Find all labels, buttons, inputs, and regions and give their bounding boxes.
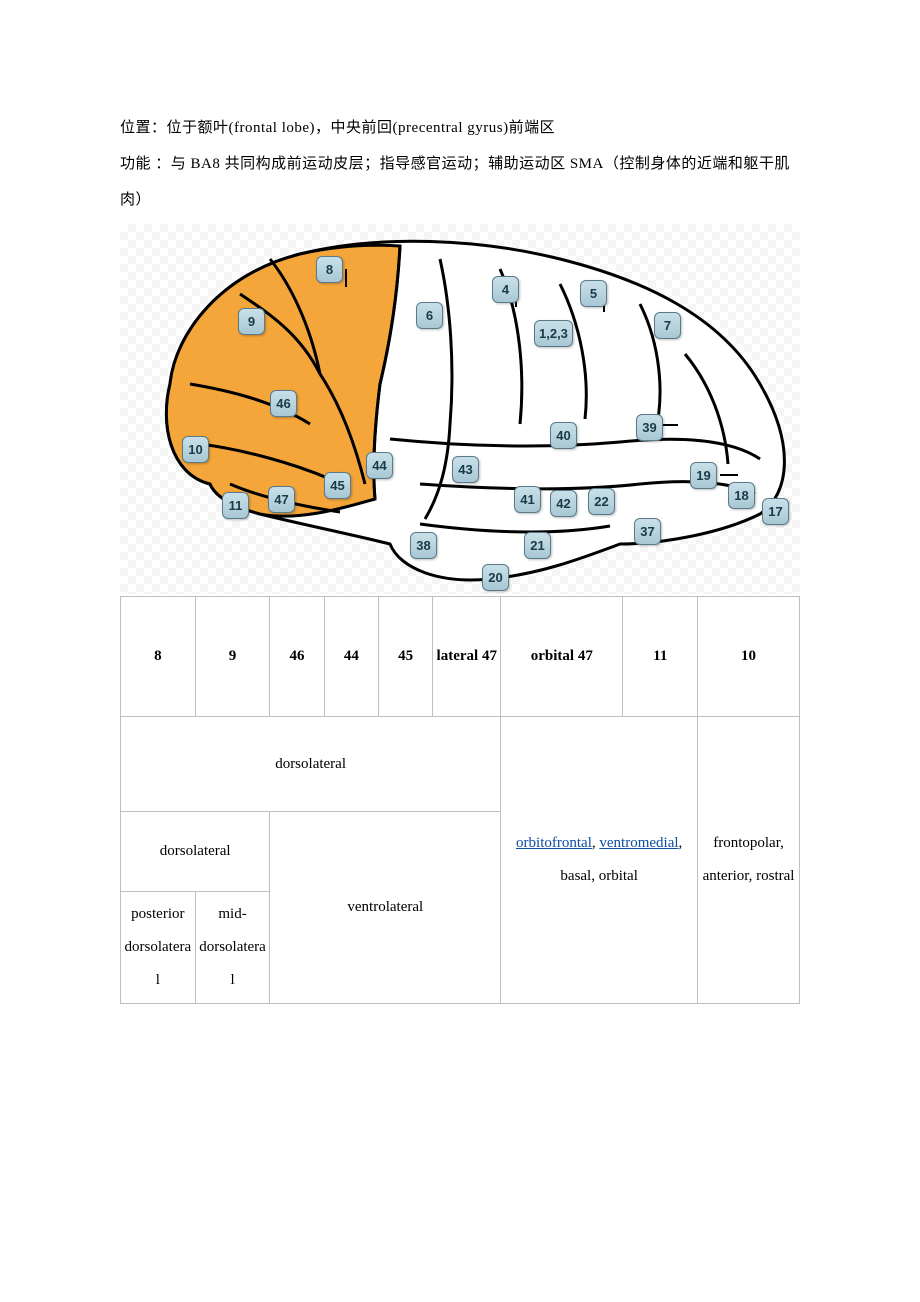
cell-mid-dorsolateral: mid-dorsolateral <box>195 892 270 1004</box>
brodmann-area-4: 4 <box>492 276 519 303</box>
link-orbitofrontal[interactable]: orbitofrontal <box>516 835 592 851</box>
brain-svg <box>120 224 800 594</box>
brodmann-area-17: 17 <box>762 498 789 525</box>
brodmann-area-39: 39 <box>636 414 663 441</box>
cell-frontopolar: frontopolar, anterior, rostral <box>698 717 800 1004</box>
cell-posterior-dorsolateral: posterior dorsolateral <box>121 892 196 1004</box>
brodmann-area-6: 6 <box>416 302 443 329</box>
col-44: 44 <box>324 597 378 717</box>
link-ventromedial[interactable]: ventromedial <box>599 835 678 851</box>
brodmann-area-19: 19 <box>690 462 717 489</box>
col-46: 46 <box>270 597 324 717</box>
brodmann-area-20: 20 <box>482 564 509 591</box>
brodmann-area-43: 43 <box>452 456 479 483</box>
col-lateral47: lateral 47 <box>433 597 501 717</box>
brodmann-area-41: 41 <box>514 486 541 513</box>
brodmann-area-44: 44 <box>366 452 393 479</box>
brodmann-area-45: 45 <box>324 472 351 499</box>
cell-orbitofrontal: orbitofrontal, ventromedial, basal, orbi… <box>501 717 698 1004</box>
table-row: dorsolateral orbitofrontal, ventromedial… <box>121 717 800 812</box>
document-page: 位置：位于额叶(frontal lobe)，中央前回(precentral gy… <box>0 0 920 1064</box>
brodmann-area-7: 7 <box>654 312 681 339</box>
brodmann-area-5: 5 <box>580 280 607 307</box>
brodmann-area-38: 38 <box>410 532 437 559</box>
cell-dorsolateral-2: dorsolateral <box>121 812 270 892</box>
brodmann-area-47: 47 <box>268 486 295 513</box>
leader-line <box>720 474 738 476</box>
col-8: 8 <box>121 597 196 717</box>
brodmann-area-22: 22 <box>588 488 615 515</box>
leader-line <box>345 269 347 287</box>
brodmann-area-21: 21 <box>524 532 551 559</box>
brodmann-area-9: 9 <box>238 308 265 335</box>
table-header-row: 8 9 46 44 45 lateral 47 orbital 47 11 10 <box>121 597 800 717</box>
brain-diagram: 8 9 46 10 11 47 45 44 6 4 1,2,3 5 7 43 40 41 42 22 39 21 37 1… <box>120 224 800 594</box>
col-45: 45 <box>379 597 433 717</box>
brodmann-area-1,2,3: 1,2,3 <box>534 320 573 347</box>
col-10: 10 <box>698 597 800 717</box>
cell-ventrolateral: ventrolateral <box>270 812 501 1004</box>
brodmann-area-18: 18 <box>728 482 755 509</box>
brodmann-area-10: 10 <box>182 436 209 463</box>
col-orbital47: orbital 47 <box>501 597 623 717</box>
brodmann-area-46: 46 <box>270 390 297 417</box>
location-text: 位置：位于额叶(frontal lobe)，中央前回(precentral gy… <box>120 110 800 146</box>
brodmann-area-37: 37 <box>634 518 661 545</box>
brodmann-area-8: 8 <box>316 256 343 283</box>
function-text: 功能 ：与 BA8 共同构成前运动皮层；指导感官运动；辅助运动区 SMA（控制身… <box>120 146 800 218</box>
cell-dorsolateral-wide: dorsolateral <box>121 717 501 812</box>
brodmann-area-42: 42 <box>550 490 577 517</box>
col-11: 11 <box>623 597 698 717</box>
brodmann-area-11: 11 <box>222 492 249 519</box>
brodmann-area-40: 40 <box>550 422 577 449</box>
col-9: 9 <box>195 597 270 717</box>
prefrontal-table: 8 9 46 44 45 lateral 47 orbital 47 11 10… <box>120 596 800 1004</box>
